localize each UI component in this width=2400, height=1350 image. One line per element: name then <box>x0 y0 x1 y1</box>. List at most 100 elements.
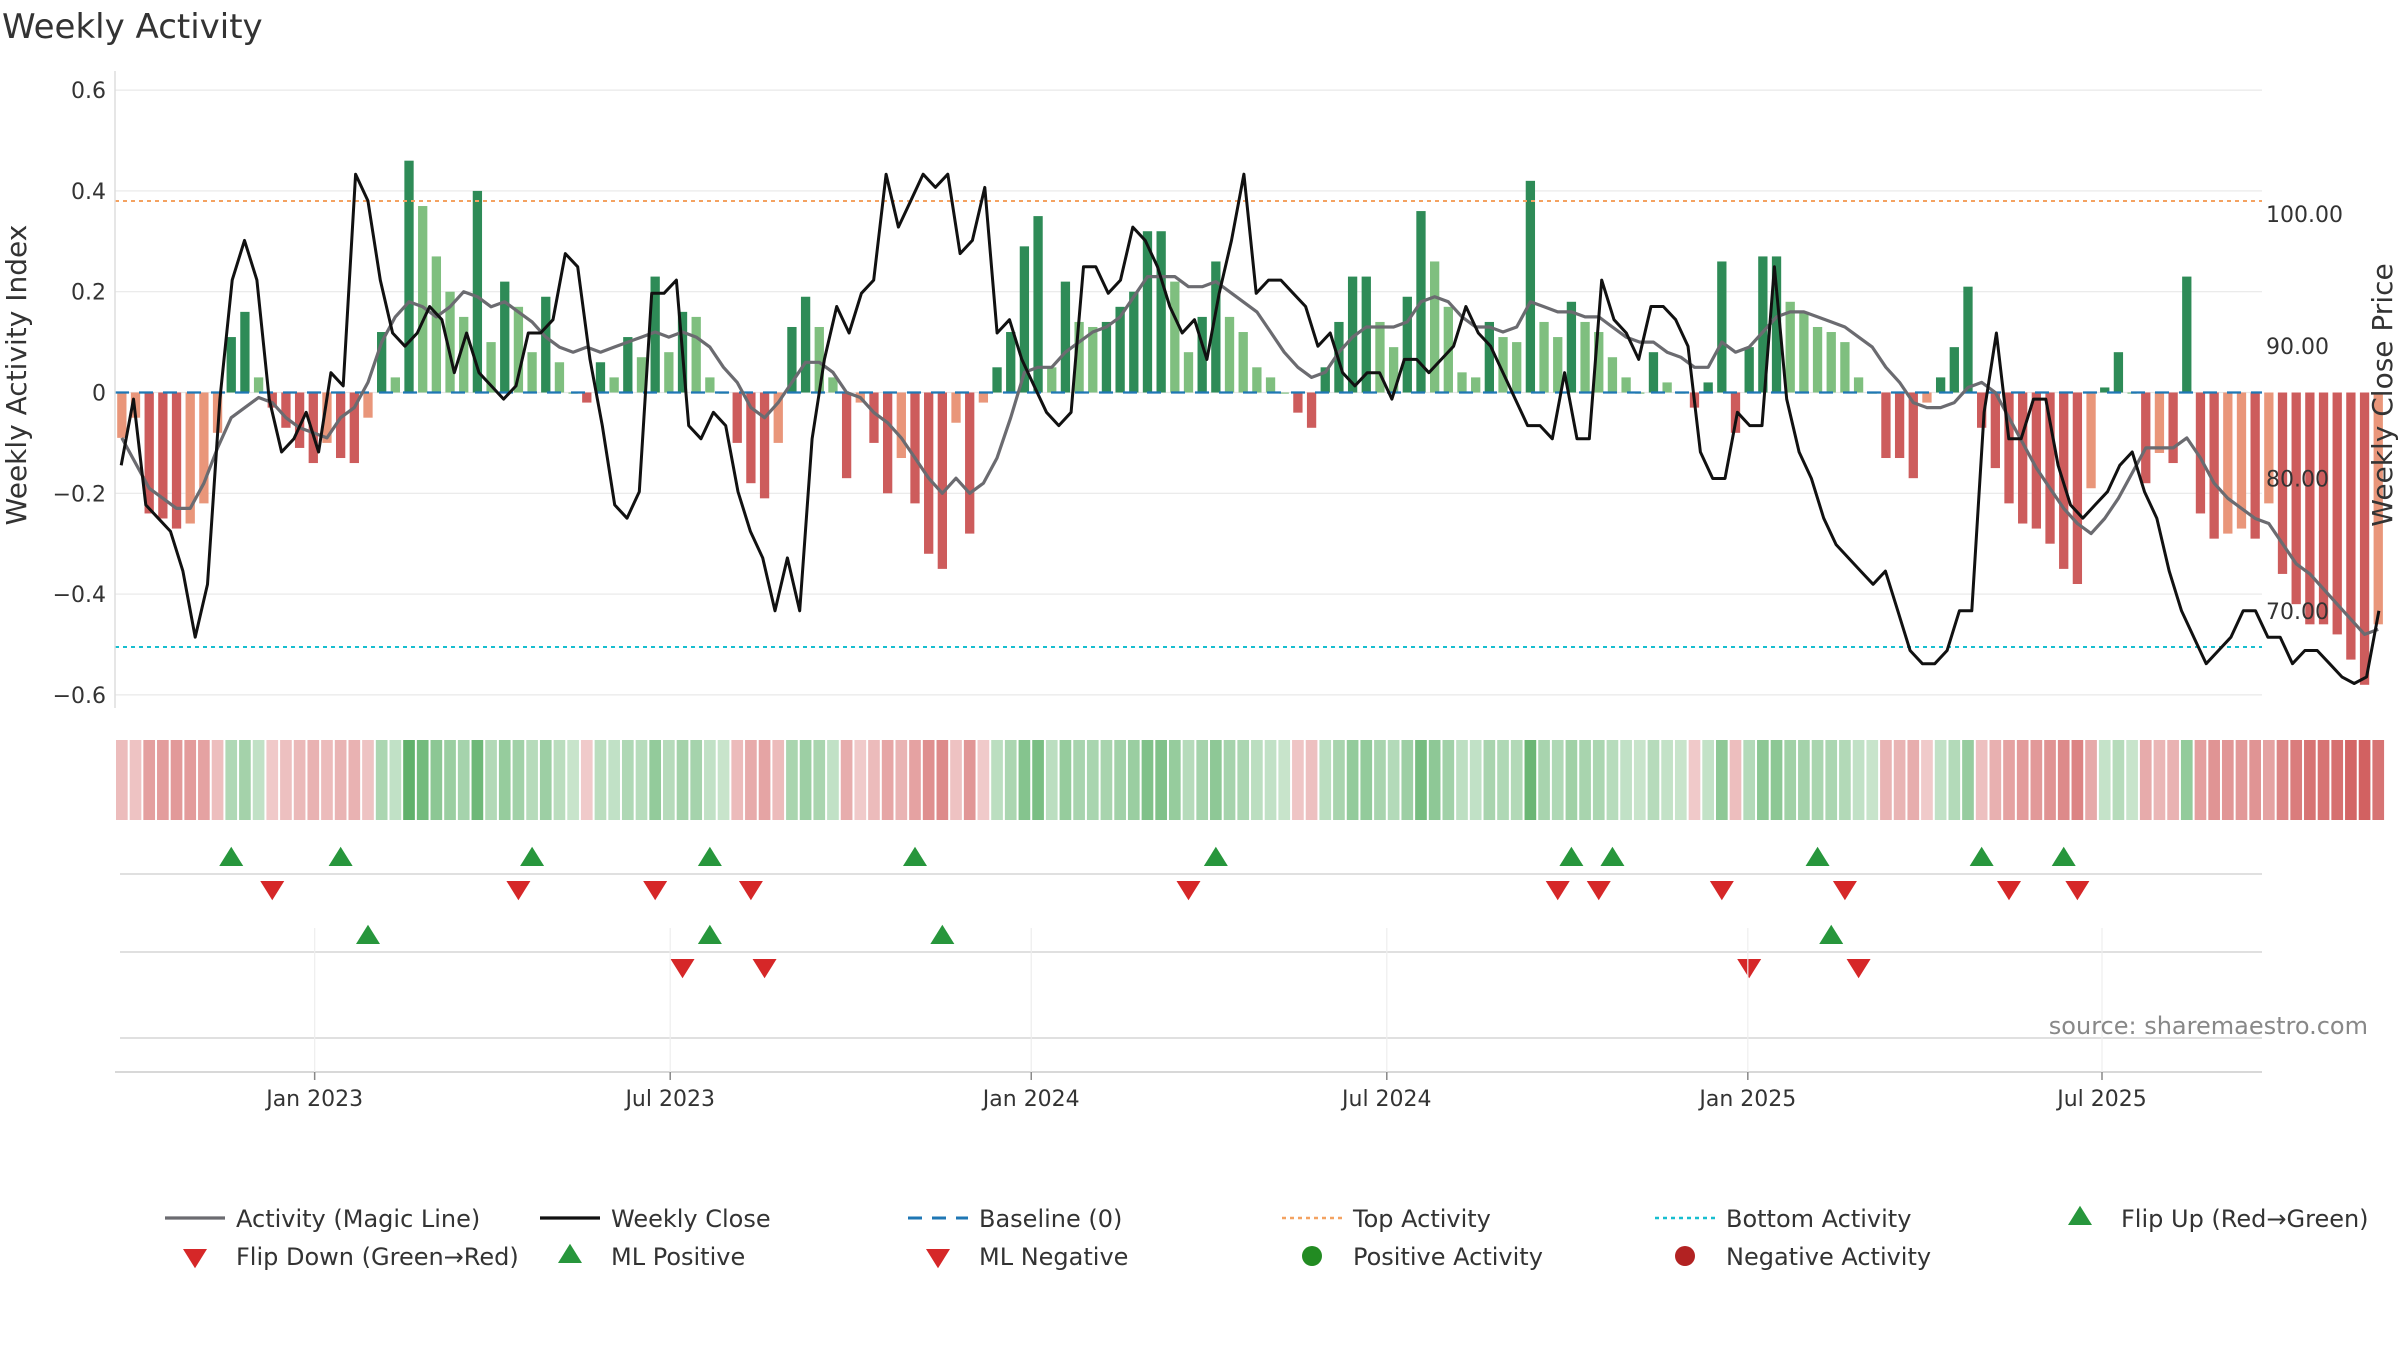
heat-cell <box>2304 740 2316 820</box>
heat-cell <box>758 740 771 820</box>
heat-cell <box>348 740 361 820</box>
legend-label: Flip Down (Green→Red) <box>236 1243 519 1271</box>
activity-bar <box>1539 321 1549 393</box>
heat-cell <box>1934 740 1947 820</box>
activity-bar <box>445 291 455 393</box>
activity-bar <box>1894 392 1905 459</box>
activity-bar <box>1525 180 1536 393</box>
heat-cell <box>717 740 730 820</box>
source-label: source: sharemaestro.com <box>2049 1012 2368 1040</box>
heat-cell <box>2044 740 2056 820</box>
heat-cell <box>1168 740 1181 820</box>
heat-cell <box>963 740 976 820</box>
activity-bar <box>1826 332 1836 393</box>
activity-bar <box>1785 301 1795 393</box>
activity-bar <box>1744 347 1754 393</box>
heat-cell <box>129 740 142 820</box>
flip-up-marker <box>2051 846 2076 866</box>
flip-down-marker <box>1586 881 1611 901</box>
activity-bar <box>1799 311 1809 393</box>
activity-bar <box>472 190 483 393</box>
heat-cell <box>1811 740 1824 820</box>
legend-item: Weekly Close <box>540 1205 771 1233</box>
flip-up-marker <box>1969 846 1994 866</box>
y-tick-label: −0.6 <box>53 684 106 709</box>
activity-heat-strip <box>116 740 2385 820</box>
flip-up-marker <box>1805 846 1830 866</box>
activity-bar <box>937 392 947 569</box>
activity-bar <box>1088 326 1098 393</box>
activity-bar <box>1840 342 1850 393</box>
heat-cell <box>2331 740 2344 820</box>
heat-cell <box>184 740 197 820</box>
activity-bar <box>924 392 934 554</box>
heat-cell <box>157 740 169 820</box>
activity-bar <box>1908 392 1918 479</box>
heat-cell <box>471 740 484 820</box>
heat-cell <box>676 740 689 820</box>
heat-cell <box>1715 740 1728 820</box>
activity-bar <box>349 392 359 464</box>
activity-bar <box>144 392 154 514</box>
activity-bar <box>732 392 742 443</box>
activity-bar <box>800 296 811 393</box>
heat-cell <box>1428 740 1441 820</box>
heat-cell <box>1251 740 1263 820</box>
activity-bar <box>1074 321 1084 393</box>
heat-cell <box>868 740 880 820</box>
heat-cell <box>512 740 525 820</box>
heat-cell <box>2345 740 2357 820</box>
activity-bar <box>2086 392 2096 489</box>
activity-bar <box>1183 352 1194 393</box>
y-tick-label: 0.2 <box>71 281 106 306</box>
heat-cell <box>1770 740 1783 820</box>
activity-bar <box>2031 392 2042 529</box>
activity-bar <box>623 337 633 393</box>
heat-cell <box>1237 740 1250 820</box>
legend-label: Negative Activity <box>1726 1243 1931 1271</box>
heat-cell <box>2221 740 2234 820</box>
activity-bar <box>1977 392 1987 428</box>
heat-cell <box>663 740 675 820</box>
heat-cell <box>2290 740 2303 820</box>
ml-positive-marker <box>930 924 955 944</box>
y-right-tick-label: 100.00 <box>2266 203 2343 228</box>
legend-label: ML Positive <box>611 1243 745 1271</box>
activity-bar <box>664 352 674 393</box>
legend-swatch <box>558 1243 582 1263</box>
heat-cell <box>635 740 648 820</box>
heat-cell <box>1305 740 1318 820</box>
activity-bar <box>1238 332 1248 393</box>
activity-bar <box>1471 377 1481 393</box>
heat-cell <box>1333 740 1345 820</box>
heat-cell <box>1907 740 1920 820</box>
heat-cell <box>1073 740 1085 820</box>
activity-bar <box>2346 392 2356 660</box>
legend-swatch <box>183 1249 207 1269</box>
activity-bar <box>595 362 606 393</box>
x-tick-label: Jul 2023 <box>623 1087 715 1112</box>
activity-bar <box>199 392 209 504</box>
activity-bar <box>1170 281 1180 393</box>
activity-bar <box>896 392 906 459</box>
activity-bar <box>2154 392 2165 453</box>
activity-bar <box>2277 392 2288 574</box>
flip-up-marker <box>1600 846 1625 866</box>
heat-cell <box>280 740 292 820</box>
activity-bar <box>2141 392 2151 484</box>
y-axis-label-right: Weekly Close Price <box>2366 263 2399 526</box>
heat-cell <box>1825 740 1838 820</box>
heat-cell <box>553 740 566 820</box>
legend-item: ML Positive <box>558 1243 745 1271</box>
x-tick-label: Jul 2024 <box>1340 1087 1432 1112</box>
activity-bar <box>335 392 346 459</box>
activity-bar <box>1252 367 1262 393</box>
heat-cell <box>1045 740 1058 820</box>
activity-bar <box>1402 296 1412 393</box>
activity-bar <box>2100 387 2110 393</box>
heat-cell <box>1702 740 1714 820</box>
flip-up-marker <box>219 846 244 866</box>
heat-cell <box>621 740 634 820</box>
heat-cell <box>239 740 251 820</box>
heat-cell <box>170 740 183 820</box>
